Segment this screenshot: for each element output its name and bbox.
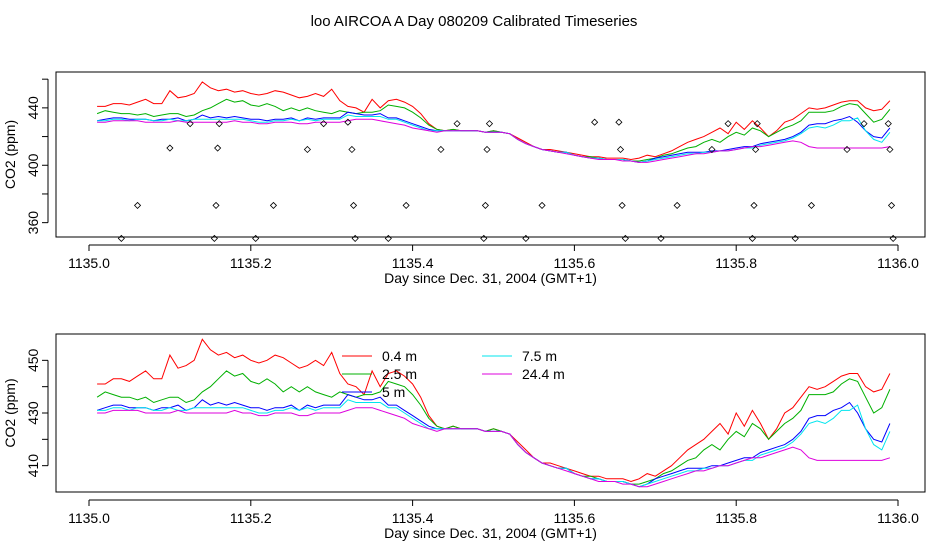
- plot-frame: [55, 333, 926, 493]
- x-tick-label: 1135.6: [554, 255, 596, 271]
- scatter-point: [303, 145, 311, 154]
- x-tick-label: 1135.8: [715, 510, 757, 526]
- legend-label: 0.4 m: [382, 348, 417, 364]
- y-tick-label: 440: [25, 96, 41, 120]
- scatter-point: [618, 201, 626, 210]
- series-line-0: [97, 338, 891, 483]
- x-tick-label: 1135.2: [230, 255, 272, 271]
- x-tick-label: 1136.0: [877, 255, 919, 271]
- scatter-point: [215, 120, 223, 128]
- x-axis-label: Day since Dec. 31, 2004 (GMT+1): [384, 525, 597, 541]
- scatter-point: [750, 201, 758, 210]
- plot-frame: [55, 71, 926, 238]
- scatter-point: [269, 201, 278, 210]
- scatter-point: [884, 120, 892, 128]
- scatter-point: [480, 234, 488, 243]
- scatter-point: [753, 120, 761, 128]
- y-tick-label: 450: [25, 348, 41, 372]
- x-tick-label: 1135.0: [68, 255, 110, 271]
- scatter-point: [724, 120, 732, 128]
- x-tick-label: 1136.0: [877, 510, 919, 526]
- x-tick-label: 1135.0: [68, 510, 110, 526]
- x-tick-label: 1135.4: [392, 510, 434, 526]
- scatter-point: [708, 145, 716, 154]
- scatter-point: [481, 201, 489, 210]
- scatter-point: [485, 120, 494, 128]
- scatter-point: [860, 120, 868, 128]
- scatter-point: [748, 234, 756, 243]
- legend-label: 7.5 m: [522, 348, 557, 364]
- scatter-point: [384, 234, 392, 243]
- y-tick-label: 360: [25, 211, 41, 235]
- scatter-point: [210, 234, 218, 243]
- scatter-point: [212, 201, 220, 210]
- scatter-point: [591, 118, 599, 126]
- series-line-1: [96, 370, 891, 485]
- legend-label: 5 m: [382, 384, 405, 400]
- x-tick-label: 1135.4: [392, 255, 434, 271]
- scatter-point: [843, 145, 851, 154]
- scatter-point: [349, 201, 358, 210]
- legend: 0.4 m 2.5 m 5 m 7.5 m 24.4 m: [342, 348, 565, 400]
- figure-title: loo AIRCOA A Day 080209 Calibrated Times…: [311, 13, 638, 30]
- scatter-point: [886, 145, 894, 154]
- x-tick-label: 1135.6: [554, 510, 596, 526]
- y-tick-label: 400: [25, 153, 41, 177]
- scatter-point: [252, 234, 260, 243]
- scatter-point: [453, 120, 461, 128]
- scatter-point: [752, 145, 760, 154]
- top-panel: 1135.0 1135.2 1135.4 1135.6 1135.8 1136.0 Day …: [2, 71, 926, 286]
- scatter-point: [889, 234, 897, 243]
- scatter-point: [538, 201, 546, 210]
- legend-label: 24.4 m: [522, 366, 565, 382]
- scatter-point: [807, 201, 816, 210]
- scatter-point: [657, 234, 665, 243]
- scatter-point: [615, 118, 623, 126]
- x-tick-label: 1135.8: [715, 255, 757, 271]
- scatter-point: [621, 234, 629, 243]
- scatter-point: [522, 234, 530, 243]
- scatter-point: [673, 201, 681, 210]
- scatter-point: [186, 120, 194, 128]
- series-line-4: [97, 407, 891, 488]
- series-line-0: [97, 81, 891, 161]
- scatter-point: [351, 234, 359, 243]
- scatter-point: [483, 145, 491, 154]
- series-line-4: [97, 118, 890, 163]
- y-tick-label: 410: [25, 454, 41, 478]
- scatter-point: [887, 201, 896, 210]
- scatter-point: [320, 120, 328, 128]
- x-axis-label: Day since Dec. 31, 2004 (GMT+1): [384, 270, 597, 286]
- scatter-point: [214, 144, 222, 152]
- series-line-2: [96, 394, 891, 488]
- scatter-point: [402, 201, 410, 210]
- x-tick-label: 1135.2: [230, 510, 272, 526]
- y-axis-label: CO2 (ppm): [2, 378, 18, 447]
- scatter-point: [344, 118, 352, 126]
- y-axis-label: CO2 (ppm): [2, 120, 18, 189]
- scatter-point: [166, 144, 174, 152]
- scatter-point: [791, 234, 799, 243]
- scatter-point: [133, 201, 142, 210]
- scatter-point: [437, 145, 445, 154]
- y-tick-label: 430: [25, 401, 41, 425]
- bottom-panel: 1135.0 1135.2 1135.4 1135.6 1135.8 1136.0 Day …: [2, 333, 926, 541]
- scatter-point: [616, 145, 625, 154]
- series-line-1: [96, 98, 891, 162]
- legend-label: 2.5 m: [382, 366, 417, 382]
- scatter-point: [348, 145, 356, 154]
- scatter-point: [117, 234, 125, 243]
